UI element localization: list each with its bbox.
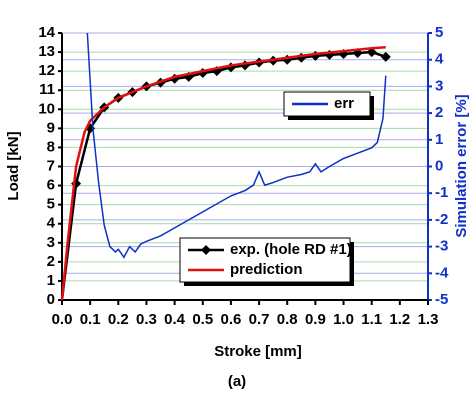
x-tick-label: 0.8 (277, 311, 298, 328)
y-tick-label: 4 (47, 215, 56, 232)
y2-tick-label: -4 (435, 264, 449, 281)
x-tick-label: 0.4 (164, 311, 186, 328)
x-tick-label: 1.3 (418, 311, 439, 328)
y2-tick-label: 4 (435, 51, 444, 68)
y-tick-label: 1 (47, 272, 55, 289)
y-tick-label: 14 (38, 24, 55, 41)
y-tick-label: 3 (47, 234, 55, 251)
y-tick-label: 5 (47, 196, 55, 213)
y-axis-label: Load [kN] (5, 131, 22, 200)
y-tick-label: 11 (39, 81, 55, 98)
x-tick-label: 1.2 (389, 311, 410, 328)
x-tick-label: 1.0 (333, 311, 354, 328)
y2-tick-label: 3 (435, 77, 443, 94)
series-line (86, 32, 387, 259)
legend-label: prediction (230, 261, 303, 278)
y2-tick-label: -2 (435, 211, 448, 228)
y-tick-label: 6 (47, 177, 55, 194)
x-tick-label: 1.1 (361, 311, 382, 328)
x-tick-label: 0.3 (136, 311, 157, 328)
x-tick-label: 0.1 (80, 311, 101, 328)
y-tick-label: 10 (38, 100, 55, 117)
y2-tick-label: 0 (435, 157, 443, 174)
series-line (60, 46, 386, 301)
legend-marker (201, 245, 211, 255)
x-tick-label: 0.2 (108, 311, 129, 328)
legend-label: exp. (hole RD #1) (230, 241, 352, 258)
y-tick-label: 8 (47, 138, 55, 155)
y-tick-label: 13 (38, 43, 55, 60)
y-tick-label: 7 (47, 157, 55, 174)
y2-tick-label: -5 (435, 291, 448, 308)
y-tick-label: 0 (47, 291, 55, 308)
y2-tick-label: 1 (435, 131, 443, 148)
legend-box (179, 237, 351, 283)
x-tick-label: 0.7 (249, 311, 270, 328)
x-tick-label: 0.5 (192, 311, 213, 328)
x-axis-label: Stroke [mm] (214, 343, 302, 360)
y2-axis-label: Simulation error [%] (453, 94, 470, 237)
y2-tick-label: 2 (435, 104, 443, 121)
y-tick-label: 12 (38, 62, 55, 79)
y2-tick-label: -1 (435, 184, 448, 201)
x-tick-label: 0.9 (305, 311, 326, 328)
data-point (380, 51, 391, 62)
x-tick-label: 0.6 (220, 311, 241, 328)
y2-tick-label: 5 (435, 24, 443, 41)
x-tick-label: 0.0 (52, 311, 73, 328)
y2-tick-label: -3 (435, 238, 448, 255)
y-tick-label: 9 (47, 119, 55, 136)
caption: (a) (228, 373, 246, 390)
legend-label: err (334, 95, 354, 112)
y-tick-label: 2 (47, 253, 55, 270)
